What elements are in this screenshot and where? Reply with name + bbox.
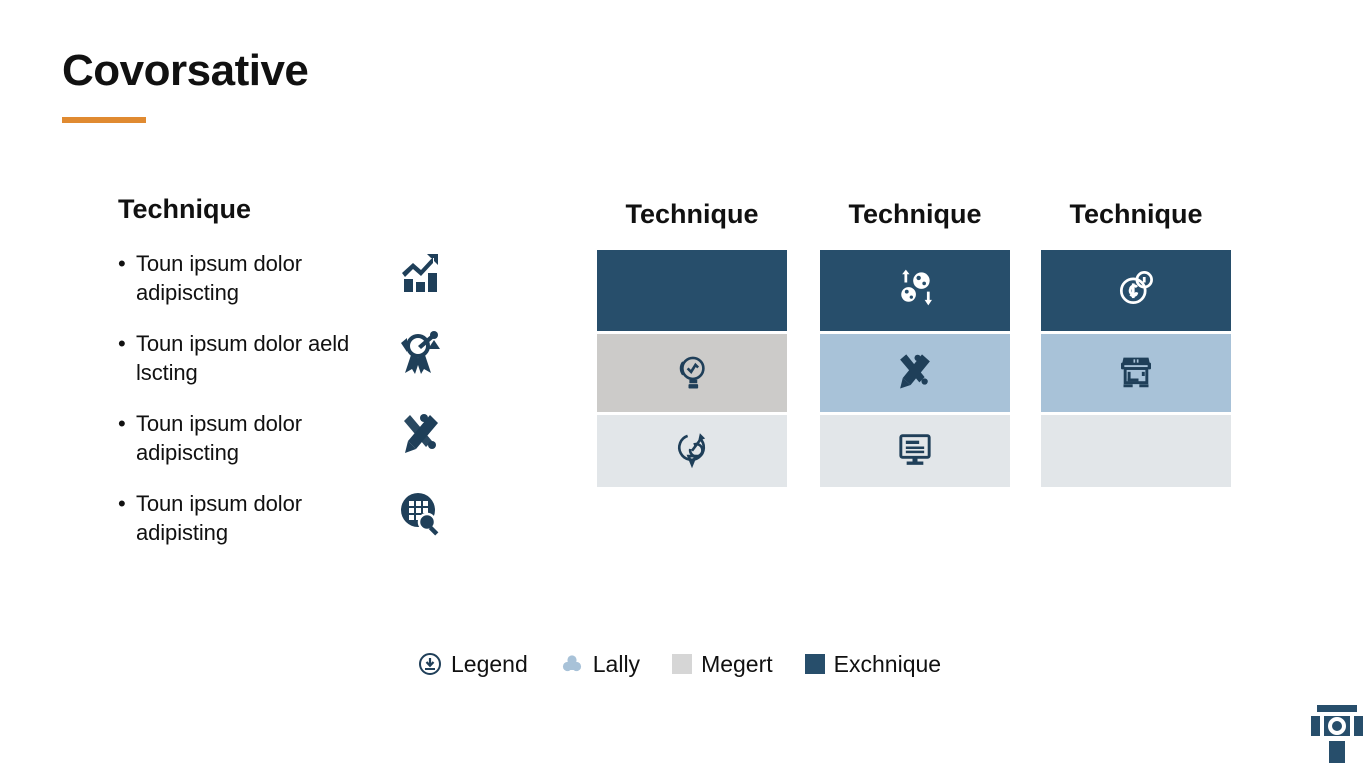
lightbulb-chart-icon <box>671 350 713 397</box>
matrix-cell-1-1[interactable] <box>597 250 787 331</box>
bullet-text-wrap: • Toun ipsum dolor adipisting <box>118 487 368 547</box>
data-grid-search-icon <box>390 487 450 537</box>
legend-item-lally[interactable]: Lally <box>560 650 640 678</box>
company-logo <box>1311 705 1363 763</box>
square-swatch-icon <box>804 654 825 674</box>
growth-bar-chart-icon <box>390 247 450 297</box>
matrix-cell-2-3[interactable] <box>820 415 1010 487</box>
target-arrow-icon <box>671 428 713 475</box>
monitor-content-icon <box>895 429 935 474</box>
pen-ruler-design-icon <box>894 350 936 397</box>
left-technique-panel: Technique • Toun ipsum dolor adipiscting… <box>118 193 468 567</box>
left-panel-heading: Technique <box>118 194 252 224</box>
bullet-marker: • <box>118 251 126 277</box>
matrix-cell-2-2[interactable] <box>820 334 1010 412</box>
download-circle-icon <box>418 652 442 676</box>
matrix-column-header: Technique <box>1069 199 1203 229</box>
legend: Legend Lally Megert Exchnique <box>418 650 941 678</box>
legend-item-label: Megert <box>701 651 773 677</box>
list-item-label: Toun ipsum dolor aeld lscting <box>136 331 350 386</box>
matrix-cell-3-3[interactable] <box>1041 415 1231 487</box>
bullet-marker: • <box>118 331 126 357</box>
title-accent-rule <box>62 117 146 123</box>
bullet-marker: • <box>118 491 126 517</box>
list-item: • Toun ipsum dolor adipiscting <box>118 247 468 327</box>
list-item-label: Toun ipsum dolor adipisting <box>136 491 302 546</box>
matrix-column-header: Technique <box>625 199 759 229</box>
list-item: • Toun ipsum dolor aeld lscting <box>118 327 468 407</box>
bullet-text-wrap: • Toun ipsum dolor adipiscting <box>118 407 368 467</box>
matrix-cell-3-1[interactable] <box>1041 250 1231 331</box>
legend-item-label: Exchnique <box>833 651 942 677</box>
award-balance-scale-icon <box>390 327 450 377</box>
clover-icon <box>560 652 584 676</box>
bullet-text-wrap: • Toun ipsum dolor aeld lscting <box>118 327 368 387</box>
matrix-cell-1-3[interactable] <box>597 415 787 487</box>
matrix-column-1: Technique <box>597 193 787 487</box>
matrix-cell-3-2[interactable] <box>1041 334 1231 412</box>
matrix-cell-1-2[interactable] <box>597 334 787 412</box>
dollar-coins-icon <box>1114 266 1158 315</box>
page-title: Covorsative <box>62 46 309 95</box>
legend-item-megert[interactable]: Megert <box>672 650 773 678</box>
matrix-cell-2-1[interactable] <box>820 250 1010 331</box>
list-item: • Toun ipsum dolor adipisting <box>118 487 468 567</box>
list-item: • Toun ipsum dolor adipiscting <box>118 407 468 487</box>
legend-item-label: Legend <box>451 651 528 677</box>
matrix-column-header: Technique <box>848 199 982 229</box>
bullet-marker: • <box>118 411 126 437</box>
bullet-text-wrap: • Toun ipsum dolor adipiscting <box>118 247 368 307</box>
square-swatch-icon <box>672 654 693 674</box>
pen-ruler-design-icon <box>390 407 450 457</box>
legend-item-label: Lally <box>592 651 641 677</box>
coin-exchange-icon <box>893 266 937 315</box>
list-item-label: Toun ipsum dolor adipiscting <box>136 411 302 466</box>
list-item-label: Toun ipsum dolor adipiscting <box>136 251 302 306</box>
matrix-column-2: Technique <box>820 193 1010 487</box>
legend-item-legend[interactable]: Legend <box>418 650 528 678</box>
storefront-shop-icon <box>1116 351 1156 396</box>
matrix-column-3: Technique <box>1041 193 1231 487</box>
legend-item-exchnique[interactable]: Exchnique <box>804 650 942 678</box>
